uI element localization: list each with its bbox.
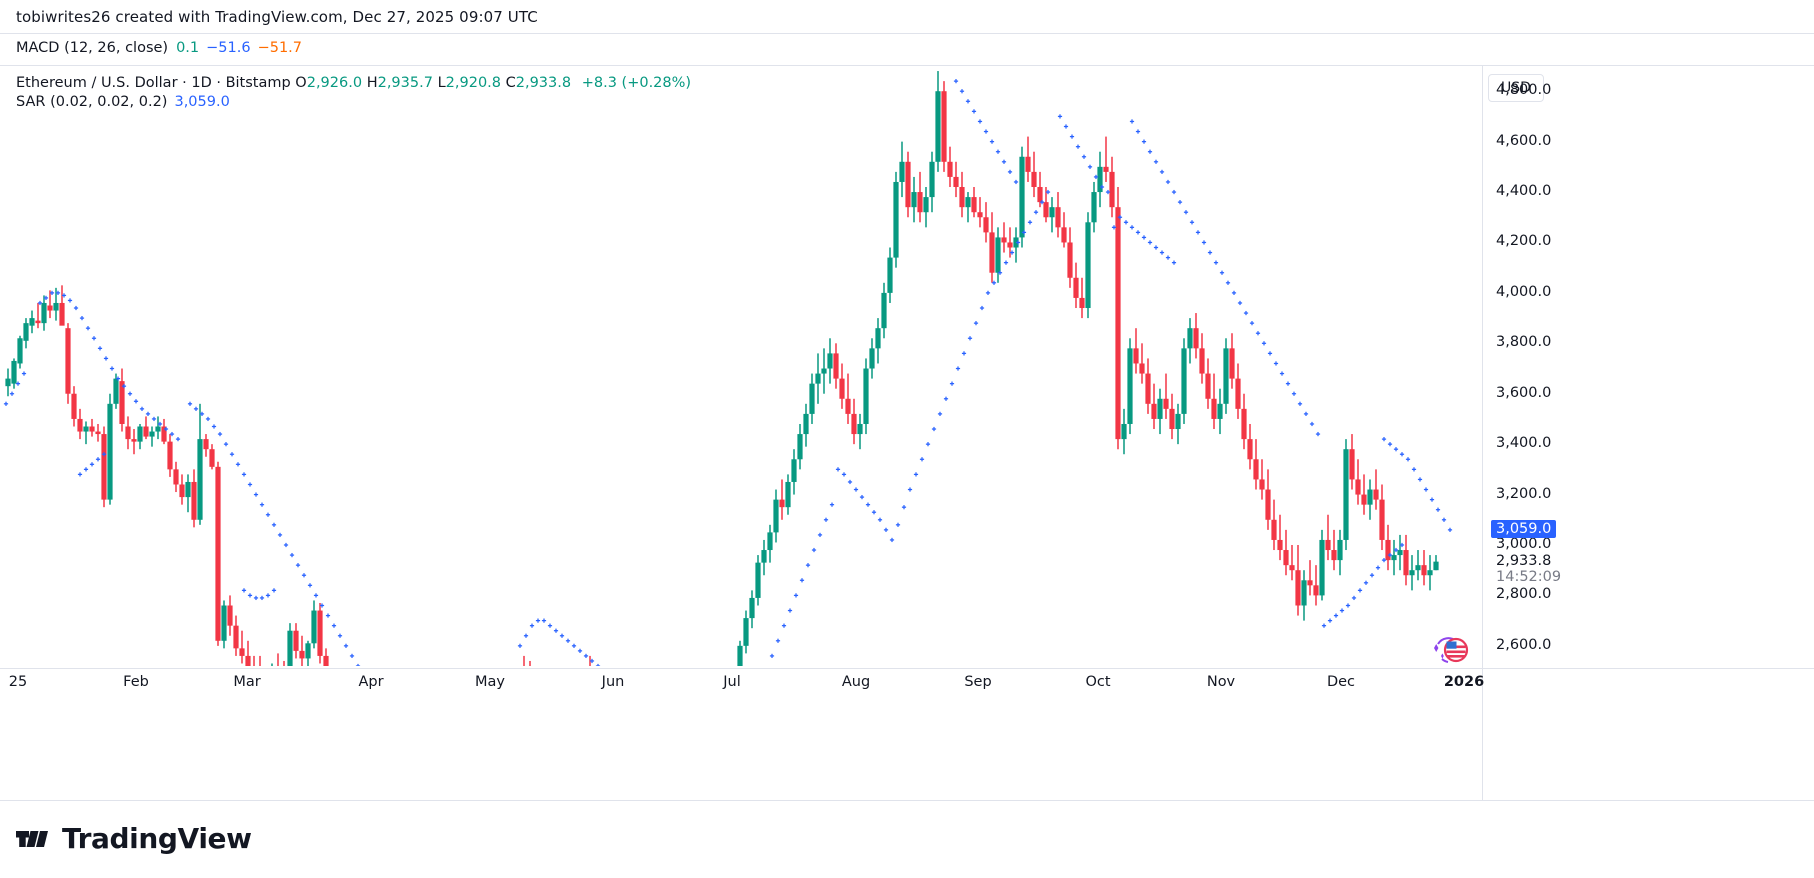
us-flag-2026-badge: [1428, 632, 1472, 670]
close-value: 2,933.8: [515, 75, 572, 91]
low-key: L: [437, 75, 446, 91]
price-tick-label: 3,400.0: [1496, 435, 1552, 452]
time-axis[interactable]: 25 Feb Mar Apr May Jun Jul Aug Sep Oct Nov Dec 2026: [0, 668, 1814, 716]
change-value: +8.3 (+0.28%): [581, 75, 692, 91]
tradingview-logo-icon: [16, 830, 48, 847]
divider-top: [0, 33, 1814, 34]
sar-legend[interactable]: SAR (0.02, 0.02, 0.2) 3,059.0: [16, 94, 230, 110]
price-tick-label: 3,600.0: [1496, 384, 1552, 401]
time-tick-label: Mar: [233, 674, 261, 690]
symbol-legend[interactable]: Ethereum / U.S. Dollar · 1D · Bitstamp O…: [16, 75, 691, 91]
close-key: C: [505, 75, 516, 91]
time-tick-label: Apr: [358, 674, 384, 690]
macd-signal-value: −51.7: [257, 40, 303, 56]
price-tick-label: 3,000.0: [1496, 535, 1552, 552]
time-tick-label: Sep: [964, 674, 992, 690]
candle-group: [5, 71, 1439, 666]
price-axis[interactable]: USD 4,800.0 4,600.0 4,400.0 4,200.0 4,000.0 3…: [1482, 66, 1814, 800]
time-tick-label: Dec: [1326, 674, 1356, 690]
price-tick-label: 2,600.0: [1496, 636, 1552, 653]
tradingview-footer: TradingView: [16, 822, 252, 855]
open-key: O: [295, 75, 307, 91]
attribution-text: tobiwrites26 created with TradingView.co…: [16, 8, 538, 26]
price-tick-label: 3,800.0: [1496, 334, 1552, 351]
high-value: 2,935.7: [377, 75, 433, 91]
price-tick-label: 2,800.0: [1496, 586, 1552, 603]
bar-countdown-label: 14:52:09: [1496, 568, 1562, 585]
price-tick-label: 4,400.0: [1496, 183, 1552, 200]
candlestick-svg: [3, 71, 1453, 666]
time-tick-label: 2026: [1443, 674, 1485, 690]
currency-chip[interactable]: USD: [1488, 74, 1544, 102]
time-tick-label: Feb: [123, 674, 149, 690]
macd-label: MACD (12, 26, close): [16, 40, 169, 56]
last-price-label[interactable]: 2,933.8: [1496, 552, 1552, 569]
time-tick-label: Aug: [841, 674, 871, 690]
open-value: 2,926.0: [306, 75, 363, 91]
macd-line-value: −51.6: [206, 40, 251, 56]
sparkle-icon: [1434, 644, 1444, 659]
divider-time-axis-top: [0, 668, 1814, 669]
macd-legend[interactable]: MACD (12, 26, close) 0.1 −51.6 −51.7: [16, 40, 302, 56]
price-axis-divider: [1482, 66, 1483, 800]
divider-bottom: [0, 800, 1814, 801]
time-tick-label: Jul: [723, 674, 741, 690]
time-tick-label: Oct: [1085, 674, 1111, 690]
price-tick-label: 4,000.0: [1496, 283, 1552, 300]
macd-histogram-value: 0.1: [176, 40, 200, 56]
us-flag-circle-icon: [1443, 637, 1469, 663]
time-tick-label: Nov: [1206, 674, 1236, 690]
low-value: 2,920.8: [445, 75, 502, 91]
time-tick-label: Jun: [601, 674, 625, 690]
high-key: H: [366, 75, 378, 91]
divider-macd: [0, 65, 1814, 66]
tradingview-wordmark: TradingView: [62, 822, 252, 855]
sar-value: 3,059.0: [174, 94, 230, 110]
sar-label: SAR (0.02, 0.02, 0.2): [16, 94, 168, 110]
time-tick-label: May: [475, 674, 505, 690]
symbol-title: Ethereum / U.S. Dollar · 1D · Bitstamp: [16, 75, 291, 91]
sar-dot-group: [3, 79, 1453, 666]
price-tick-label: 4,200.0: [1496, 233, 1552, 250]
price-tick-label: 4,600.0: [1496, 132, 1552, 149]
price-tick-label: 4,800.0: [1496, 82, 1552, 99]
time-tick-label: 25: [8, 674, 28, 690]
chart-plot-area[interactable]: [0, 66, 1482, 666]
sar-price-highlight-label[interactable]: 3,059.0: [1491, 520, 1557, 539]
price-tick-label: 3,200.0: [1496, 485, 1552, 502]
